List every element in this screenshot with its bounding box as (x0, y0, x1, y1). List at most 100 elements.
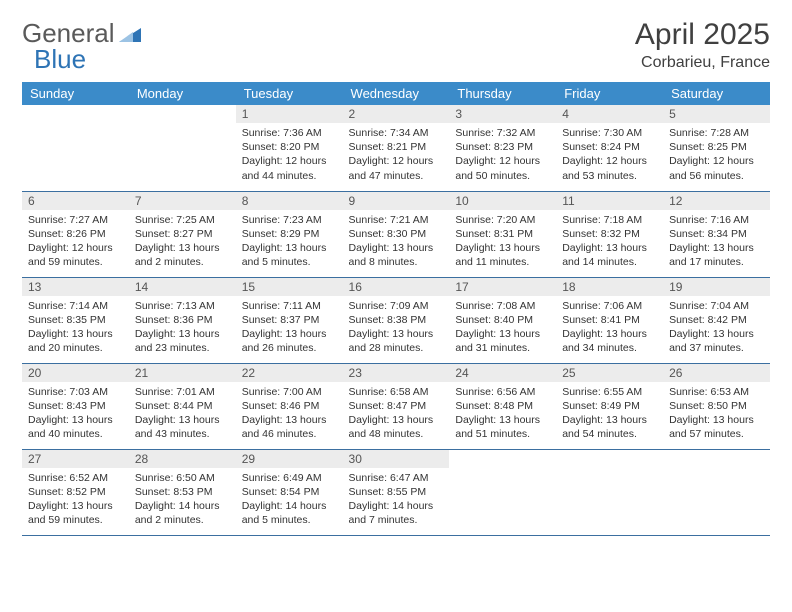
weekday-header: Monday (129, 82, 236, 105)
calendar-day: 20Sunrise: 7:03 AMSunset: 8:43 PMDayligh… (22, 363, 129, 449)
day-detail: Sunrise: 7:16 AMSunset: 8:34 PMDaylight:… (663, 210, 770, 274)
weekday-header: Sunday (22, 82, 129, 105)
weekday-header: Wednesday (343, 82, 450, 105)
day-detail: Sunrise: 6:50 AMSunset: 8:53 PMDaylight:… (129, 468, 236, 532)
day-number: 26 (663, 364, 770, 382)
day-number: 11 (556, 192, 663, 210)
day-number: 14 (129, 278, 236, 296)
day-detail: Sunrise: 7:27 AMSunset: 8:26 PMDaylight:… (22, 210, 129, 274)
calendar-day: 19Sunrise: 7:04 AMSunset: 8:42 PMDayligh… (663, 277, 770, 363)
day-number: 23 (343, 364, 450, 382)
day-number: 8 (236, 192, 343, 210)
day-number: 18 (556, 278, 663, 296)
calendar-empty (449, 449, 556, 535)
month-title: April 2025 (635, 18, 770, 52)
calendar-day: 4Sunrise: 7:30 AMSunset: 8:24 PMDaylight… (556, 105, 663, 191)
calendar-day: 26Sunrise: 6:53 AMSunset: 8:50 PMDayligh… (663, 363, 770, 449)
calendar-day: 15Sunrise: 7:11 AMSunset: 8:37 PMDayligh… (236, 277, 343, 363)
calendar-day: 25Sunrise: 6:55 AMSunset: 8:49 PMDayligh… (556, 363, 663, 449)
day-number: 21 (129, 364, 236, 382)
calendar-day: 28Sunrise: 6:50 AMSunset: 8:53 PMDayligh… (129, 449, 236, 535)
header: General April 2025 Corbarieu, France (22, 18, 770, 72)
day-detail: Sunrise: 7:23 AMSunset: 8:29 PMDaylight:… (236, 210, 343, 274)
day-number: 28 (129, 450, 236, 468)
day-detail: Sunrise: 7:32 AMSunset: 8:23 PMDaylight:… (449, 123, 556, 187)
logo-row2: Blue (34, 44, 86, 75)
day-number: 24 (449, 364, 556, 382)
day-number: 1 (236, 105, 343, 123)
calendar-empty (22, 105, 129, 191)
day-detail: Sunrise: 7:06 AMSunset: 8:41 PMDaylight:… (556, 296, 663, 360)
calendar-day: 21Sunrise: 7:01 AMSunset: 8:44 PMDayligh… (129, 363, 236, 449)
day-number: 16 (343, 278, 450, 296)
calendar-day: 29Sunrise: 6:49 AMSunset: 8:54 PMDayligh… (236, 449, 343, 535)
calendar-day: 3Sunrise: 7:32 AMSunset: 8:23 PMDaylight… (449, 105, 556, 191)
day-number: 4 (556, 105, 663, 123)
day-number: 9 (343, 192, 450, 210)
day-detail: Sunrise: 7:18 AMSunset: 8:32 PMDaylight:… (556, 210, 663, 274)
weekday-header: Friday (556, 82, 663, 105)
day-detail: Sunrise: 7:11 AMSunset: 8:37 PMDaylight:… (236, 296, 343, 360)
day-detail: Sunrise: 7:08 AMSunset: 8:40 PMDaylight:… (449, 296, 556, 360)
calendar-day: 18Sunrise: 7:06 AMSunset: 8:41 PMDayligh… (556, 277, 663, 363)
day-detail: Sunrise: 7:03 AMSunset: 8:43 PMDaylight:… (22, 382, 129, 446)
calendar-day: 22Sunrise: 7:00 AMSunset: 8:46 PMDayligh… (236, 363, 343, 449)
calendar-day: 11Sunrise: 7:18 AMSunset: 8:32 PMDayligh… (556, 191, 663, 277)
calendar-day: 9Sunrise: 7:21 AMSunset: 8:30 PMDaylight… (343, 191, 450, 277)
calendar-day: 1Sunrise: 7:36 AMSunset: 8:20 PMDaylight… (236, 105, 343, 191)
title-block: April 2025 Corbarieu, France (635, 18, 770, 72)
weekday-header: Thursday (449, 82, 556, 105)
day-detail: Sunrise: 6:58 AMSunset: 8:47 PMDaylight:… (343, 382, 450, 446)
calendar-day: 6Sunrise: 7:27 AMSunset: 8:26 PMDaylight… (22, 191, 129, 277)
calendar-body: 1Sunrise: 7:36 AMSunset: 8:20 PMDaylight… (22, 105, 770, 535)
day-detail: Sunrise: 7:00 AMSunset: 8:46 PMDaylight:… (236, 382, 343, 446)
location-label: Corbarieu, France (635, 54, 770, 72)
calendar-day: 7Sunrise: 7:25 AMSunset: 8:27 PMDaylight… (129, 191, 236, 277)
calendar-empty (663, 449, 770, 535)
day-detail: Sunrise: 7:28 AMSunset: 8:25 PMDaylight:… (663, 123, 770, 187)
day-number: 19 (663, 278, 770, 296)
day-detail: Sunrise: 6:53 AMSunset: 8:50 PMDaylight:… (663, 382, 770, 446)
calendar-day: 16Sunrise: 7:09 AMSunset: 8:38 PMDayligh… (343, 277, 450, 363)
calendar-day: 23Sunrise: 6:58 AMSunset: 8:47 PMDayligh… (343, 363, 450, 449)
calendar-day: 14Sunrise: 7:13 AMSunset: 8:36 PMDayligh… (129, 277, 236, 363)
day-number: 12 (663, 192, 770, 210)
calendar-table: SundayMondayTuesdayWednesdayThursdayFrid… (22, 82, 770, 536)
day-detail: Sunrise: 7:13 AMSunset: 8:36 PMDaylight:… (129, 296, 236, 360)
day-number: 22 (236, 364, 343, 382)
day-detail: Sunrise: 7:01 AMSunset: 8:44 PMDaylight:… (129, 382, 236, 446)
calendar-day: 12Sunrise: 7:16 AMSunset: 8:34 PMDayligh… (663, 191, 770, 277)
calendar-head: SundayMondayTuesdayWednesdayThursdayFrid… (22, 82, 770, 105)
day-detail: Sunrise: 7:36 AMSunset: 8:20 PMDaylight:… (236, 123, 343, 187)
calendar-day: 13Sunrise: 7:14 AMSunset: 8:35 PMDayligh… (22, 277, 129, 363)
day-detail: Sunrise: 7:20 AMSunset: 8:31 PMDaylight:… (449, 210, 556, 274)
calendar-day: 27Sunrise: 6:52 AMSunset: 8:52 PMDayligh… (22, 449, 129, 535)
day-detail: Sunrise: 6:47 AMSunset: 8:55 PMDaylight:… (343, 468, 450, 532)
day-number: 10 (449, 192, 556, 210)
day-number: 29 (236, 450, 343, 468)
day-number: 25 (556, 364, 663, 382)
day-number: 2 (343, 105, 450, 123)
day-number: 15 (236, 278, 343, 296)
day-number: 27 (22, 450, 129, 468)
day-detail: Sunrise: 7:25 AMSunset: 8:27 PMDaylight:… (129, 210, 236, 274)
day-number: 30 (343, 450, 450, 468)
day-detail: Sunrise: 7:30 AMSunset: 8:24 PMDaylight:… (556, 123, 663, 187)
day-number: 3 (449, 105, 556, 123)
logo-triangle-icon (119, 24, 141, 47)
day-number: 20 (22, 364, 129, 382)
calendar-day: 10Sunrise: 7:20 AMSunset: 8:31 PMDayligh… (449, 191, 556, 277)
calendar-day: 24Sunrise: 6:56 AMSunset: 8:48 PMDayligh… (449, 363, 556, 449)
calendar-empty (129, 105, 236, 191)
day-detail: Sunrise: 6:56 AMSunset: 8:48 PMDaylight:… (449, 382, 556, 446)
day-detail: Sunrise: 7:04 AMSunset: 8:42 PMDaylight:… (663, 296, 770, 360)
weekday-header: Saturday (663, 82, 770, 105)
day-detail: Sunrise: 7:21 AMSunset: 8:30 PMDaylight:… (343, 210, 450, 274)
calendar-day: 5Sunrise: 7:28 AMSunset: 8:25 PMDaylight… (663, 105, 770, 191)
day-detail: Sunrise: 6:49 AMSunset: 8:54 PMDaylight:… (236, 468, 343, 532)
day-detail: Sunrise: 7:09 AMSunset: 8:38 PMDaylight:… (343, 296, 450, 360)
day-number: 13 (22, 278, 129, 296)
calendar-day: 8Sunrise: 7:23 AMSunset: 8:29 PMDaylight… (236, 191, 343, 277)
calendar-day: 17Sunrise: 7:08 AMSunset: 8:40 PMDayligh… (449, 277, 556, 363)
calendar-day: 2Sunrise: 7:34 AMSunset: 8:21 PMDaylight… (343, 105, 450, 191)
